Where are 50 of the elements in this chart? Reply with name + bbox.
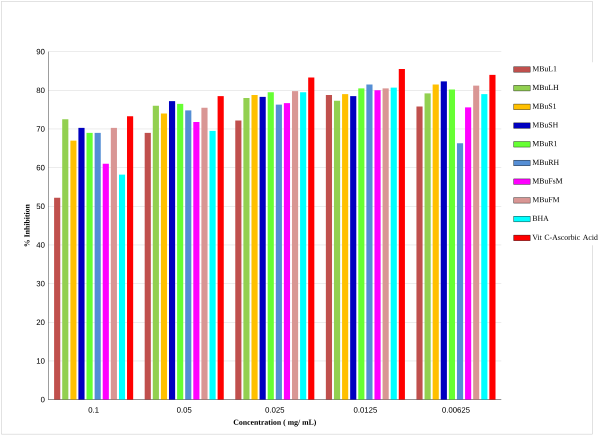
bar xyxy=(390,88,397,400)
bar xyxy=(110,128,117,400)
bar xyxy=(350,96,356,400)
bar xyxy=(193,122,200,400)
bar xyxy=(185,110,192,400)
bar xyxy=(366,84,373,400)
bar xyxy=(54,198,60,400)
bar xyxy=(78,128,85,400)
bar xyxy=(292,91,298,400)
bar xyxy=(86,133,93,400)
bar xyxy=(456,144,464,400)
bar xyxy=(209,131,216,400)
bar xyxy=(144,133,151,400)
bar xyxy=(334,100,340,400)
bar xyxy=(268,92,274,400)
bar xyxy=(358,88,364,400)
bar xyxy=(382,88,389,400)
bar xyxy=(308,78,314,400)
bar xyxy=(473,86,480,400)
bar xyxy=(251,95,258,400)
bar xyxy=(218,96,224,400)
bar xyxy=(118,174,126,400)
bar xyxy=(243,98,250,400)
bar xyxy=(342,94,348,400)
bar xyxy=(102,164,109,400)
bar xyxy=(300,92,306,400)
bar xyxy=(416,106,423,400)
bar xyxy=(284,103,290,400)
bar xyxy=(374,90,381,400)
bar xyxy=(160,114,168,400)
bar xyxy=(260,97,266,400)
bar xyxy=(177,104,184,400)
bar xyxy=(235,120,242,400)
bar xyxy=(398,69,405,400)
bar xyxy=(465,108,472,400)
bar xyxy=(481,94,488,400)
bar xyxy=(432,84,439,400)
bar xyxy=(127,116,134,400)
bar xyxy=(62,120,68,400)
bar xyxy=(276,104,282,400)
bar xyxy=(440,82,447,400)
bar xyxy=(168,101,176,400)
bar xyxy=(201,108,208,400)
bar xyxy=(489,75,496,400)
bar xyxy=(448,90,456,400)
bar xyxy=(152,106,159,400)
bar xyxy=(424,94,431,400)
bar xyxy=(326,95,332,400)
bar xyxy=(94,133,101,400)
bar xyxy=(70,140,76,400)
